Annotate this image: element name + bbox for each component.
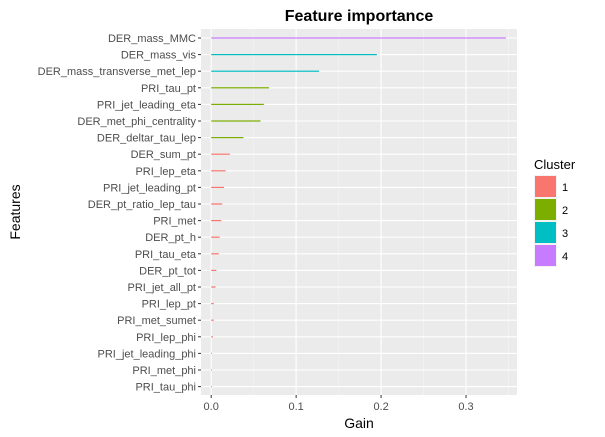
feature-bar [211,269,217,271]
feature-bar [211,236,220,238]
y-tick-label: DER_sum_pt [131,149,196,161]
y-tick-label: PRI_jet_all_pt [128,282,197,294]
feature-bar [211,220,222,222]
feature-bar [211,120,261,122]
legend-swatch [535,222,556,243]
y-tick-label: DER_deltar_tau_lep [97,133,196,145]
y-tick-label: DER_mass_vis [121,50,197,62]
y-tick-label: PRI_met [153,216,196,228]
feature-bar [211,303,214,305]
y-tick-label: PRI_jet_leading_phi [98,348,196,360]
legend-title: Cluster [534,157,576,172]
y-tick-label: DER_pt_tot [139,265,196,277]
feature-bar [211,70,320,72]
chart-title: Feature importance [285,8,434,25]
y-tick-label: PRI_lep_pt [142,299,196,311]
feature-bar [211,153,230,155]
plot-panel [201,29,517,395]
legend-swatch [535,199,556,220]
bars [211,37,506,388]
feature-bar [211,336,213,338]
feature-bar [211,170,226,172]
x-tick-label: 0.3 [458,401,473,413]
y-tick-label: PRI_lep_phi [136,332,196,344]
y-tick-label: DER_pt_h [145,232,196,244]
feature-bar [211,319,214,321]
feature-bar [211,186,224,188]
feature-bar [211,137,244,139]
y-tick-label: PRI_tau_pt [141,83,196,95]
feature-bar [211,103,264,105]
y-tick-label: PRI_jet_leading_eta [97,99,197,111]
feature-bar [211,87,269,89]
legend-entries: 1 2 3 4 [534,175,568,267]
feature-bar [211,352,213,354]
feature-bar [211,369,213,371]
x-tick-label: 0.1 [288,401,303,413]
feature-bar [211,203,223,205]
y-tick-label: PRI_tau_eta [135,249,197,261]
feature-bar [211,253,219,255]
y-tick-label: PRI_met_phi [132,365,196,377]
y-tick-label: DER_mass_MMC [108,33,196,45]
y-tick-label: DER_pt_ratio_lep_tau [88,199,196,211]
x-tick-label: 0.2 [373,401,388,413]
legend-label: 3 [562,228,568,240]
legend-swatch [535,176,556,197]
legend: Cluster 1 2 3 4 [534,157,576,267]
y-tick-label: PRI_met_sumet [117,315,196,327]
feature-bar [211,286,216,288]
x-axis-tick-labels: 0.0 0.1 0.2 0.3 [204,395,474,413]
legend-label: 4 [562,251,568,263]
feature-bar [211,54,377,56]
y-axis-title: Features [7,184,23,239]
y-tick-label: PRI_tau_phi [135,382,196,394]
x-tick-label: 0.0 [204,401,219,413]
y-tick-label: DER_met_phi_centrality [77,116,196,128]
x-axis-title: Gain [344,415,374,431]
legend-label: 1 [562,182,568,194]
feature-bar [211,386,213,388]
y-tick-label: DER_mass_transverse_met_lep [38,66,196,78]
legend-swatch [535,245,556,266]
y-tick-label: PRI_jet_leading_pt [103,182,196,194]
y-tick-label: PRI_lep_eta [135,166,196,178]
y-axis-tick-labels: DER_mass_MMC DER_mass_vis DER_mass_transve… [38,33,201,394]
feature-bar [211,37,506,39]
legend-label: 2 [562,205,568,217]
